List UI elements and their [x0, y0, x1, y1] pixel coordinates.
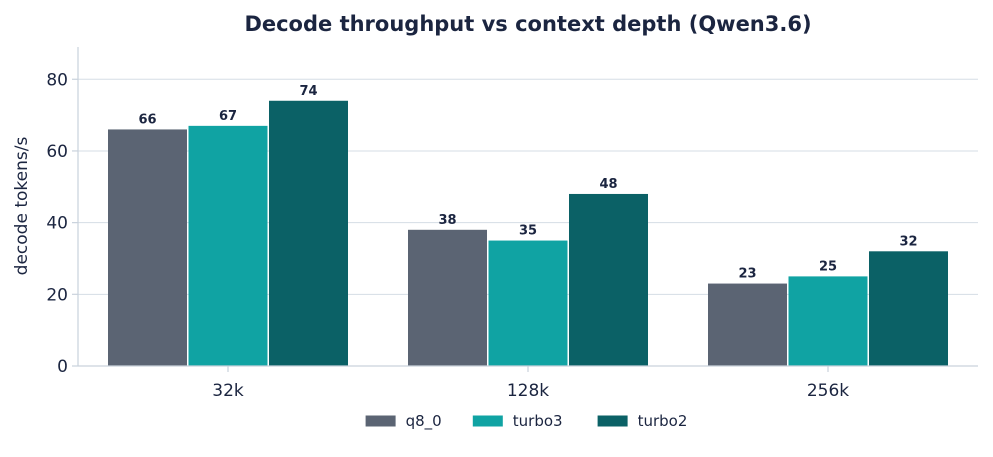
x-tick-label: 128k — [507, 381, 549, 401]
legend-item-q8_0: q8_0 — [365, 412, 442, 431]
bar-turbo2-256k — [869, 251, 948, 366]
legend-label: turbo2 — [638, 412, 688, 430]
y-tick-label: 20 — [46, 285, 68, 305]
y-tick-label: 60 — [46, 142, 68, 162]
data-label: 35 — [519, 224, 537, 239]
data-label: 25 — [819, 259, 837, 274]
y-tick-label: 80 — [46, 70, 68, 90]
bar-turbo3-256k — [788, 276, 868, 366]
chart-title: Decode throughput vs context depth (Qwen… — [244, 12, 811, 36]
y-tick-label: 0 — [57, 357, 68, 377]
data-label: 23 — [738, 267, 756, 282]
legend-item-turbo3: turbo3 — [472, 412, 563, 430]
data-label: 66 — [138, 112, 156, 127]
bar-q8_0-256k — [708, 283, 787, 366]
x-tick-label: 32k — [212, 381, 244, 401]
data-label: 32 — [899, 234, 917, 249]
y-axis-label: decode tokens/s — [12, 137, 32, 276]
bar-turbo3-128k — [488, 240, 568, 366]
axes: 0 20 40 60 80 32k 128k 256k — [46, 47, 978, 401]
legend-swatch — [365, 415, 396, 427]
bar-q8_0-128k — [408, 229, 487, 366]
data-label: 38 — [438, 213, 456, 228]
legend-swatch — [472, 415, 503, 427]
data-label: 74 — [299, 84, 317, 99]
x-tick-label: 256k — [807, 381, 849, 401]
bar-turbo2-32k — [269, 100, 348, 367]
bar-turbo3-32k — [188, 125, 268, 366]
data-labels: 66 67 74 38 35 48 23 25 32 — [138, 84, 917, 282]
legend-label: turbo3 — [513, 412, 563, 430]
y-tick-label: 40 — [46, 214, 68, 234]
data-label: 67 — [219, 109, 237, 124]
legend-item-turbo2: turbo2 — [597, 412, 688, 430]
legend-label: q8_0 — [406, 412, 442, 431]
data-label: 48 — [599, 177, 617, 192]
bars — [108, 100, 948, 367]
legend: q8_0 turbo3 turbo2 — [365, 412, 688, 431]
bar-q8_0-32k — [108, 129, 187, 366]
legend-swatch — [597, 415, 628, 427]
bar-turbo2-128k — [569, 193, 648, 366]
